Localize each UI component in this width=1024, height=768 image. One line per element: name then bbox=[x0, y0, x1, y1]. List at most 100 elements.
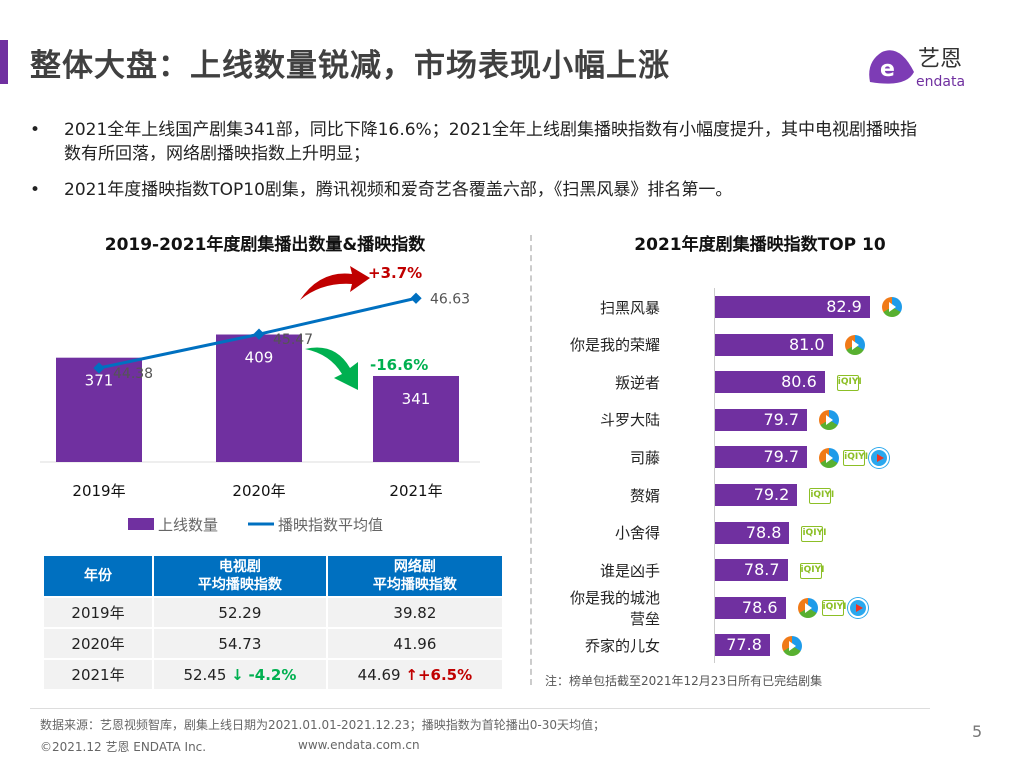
bar: 79.7 bbox=[715, 446, 808, 469]
svg-text:endata: endata bbox=[916, 74, 965, 90]
bar: 77.8 bbox=[715, 634, 770, 657]
iqiyi-icon: iQIYI bbox=[821, 600, 847, 617]
bullet-dot: • bbox=[30, 180, 41, 200]
bar-label: 371 bbox=[85, 372, 114, 390]
table-row: 2019年 52.29 39.82 bbox=[42, 596, 505, 629]
line-label: 46.63 bbox=[430, 291, 470, 307]
bar: 81.0 bbox=[715, 333, 833, 356]
svg-text:e: e bbox=[880, 57, 895, 82]
tencent-video-icon bbox=[781, 635, 802, 656]
bar bbox=[373, 375, 459, 462]
table-row: 2021年 52.45 ↓ -4.2% 44.69 ↑+6.5% bbox=[42, 658, 505, 691]
bar-category-label: 叛逆者 bbox=[614, 373, 660, 392]
bar: 78.8 bbox=[715, 521, 790, 544]
x-tick-label: 2021年 bbox=[389, 482, 442, 500]
copyright: ©2021.12 艺恩 ENDATA Inc. bbox=[40, 740, 207, 754]
tv-change: -4.2% bbox=[248, 665, 297, 684]
cell: 52.29 bbox=[152, 596, 328, 629]
table-header-year: 年份 bbox=[42, 554, 154, 598]
bar-row: 你是我的城池营垒 78.6 iQIYI bbox=[560, 589, 1000, 628]
up-arrow-icon: ↑ bbox=[405, 665, 418, 684]
bar-category-label: 赘婿 bbox=[629, 486, 660, 505]
cell-value: 52.45 bbox=[183, 665, 227, 684]
table-header-web: 网络剧 平均播映指数 bbox=[325, 554, 505, 598]
platform-icons: iQIYI bbox=[797, 598, 872, 619]
cell: 54.73 bbox=[152, 627, 328, 660]
x-tick-label: 2020年 bbox=[232, 482, 285, 500]
bar-category-label: 乔家的儿女 bbox=[584, 636, 660, 655]
table-header-tv: 电视剧 平均播映指数 bbox=[152, 554, 328, 598]
platform-icons: iQIYI bbox=[801, 523, 827, 542]
tencent-video-icon bbox=[881, 297, 902, 318]
cell: 44.69 ↑+6.5% bbox=[325, 658, 505, 691]
platform-icons bbox=[781, 635, 806, 656]
platform-icons bbox=[844, 334, 869, 355]
legend-line-label: 播映指数平均值 bbox=[278, 516, 383, 534]
platform-icons: iQIYI bbox=[819, 447, 893, 468]
line-label: 44.38 bbox=[113, 366, 153, 382]
tencent-video-icon bbox=[819, 410, 840, 431]
table-row: 2020年 54.73 41.96 bbox=[42, 627, 505, 660]
platform-icons bbox=[819, 410, 843, 431]
bar-category-label: 小舍得 bbox=[614, 524, 660, 543]
iqiyi-icon: iQIYI bbox=[843, 449, 868, 466]
chart-note: 注：榜单包括截至2021年12月23日所有已完结剧集 bbox=[545, 674, 823, 688]
bar-row: 小舍得 78.8 iQIYI bbox=[560, 521, 1000, 544]
line-label: 45.47 bbox=[273, 332, 313, 348]
bullet-text: 2021年度播映指数TOP10剧集，腾讯视频和爱奇艺各覆盖六部，《扫黑风暴》排名… bbox=[64, 180, 733, 200]
bar-row: 你是我的荣耀 81.0 bbox=[560, 333, 1000, 356]
down-curve-arrow-icon bbox=[305, 347, 358, 390]
page-title: 整体大盘：上线数量锐减，市场表现小幅上涨 bbox=[30, 48, 670, 84]
index-table: 年份 电视剧 平均播映指数 网络剧 平均播映指数 2019年 52.29 39.82… bbox=[42, 554, 505, 691]
bar-category-label: 扫黑风暴 bbox=[599, 298, 660, 317]
footer-divider bbox=[30, 708, 930, 709]
platform-icons: iQIYI bbox=[836, 373, 863, 392]
bar-category-label: 斗罗大陆 bbox=[599, 411, 660, 430]
bar-label: 409 bbox=[245, 349, 274, 367]
data-source: 数据来源：艺恩视频智库，剧集上线日期为2021.01.01-2021.12.23… bbox=[40, 718, 605, 732]
bar-category-label: 司藤 bbox=[629, 448, 660, 467]
tencent-video-icon bbox=[819, 447, 840, 468]
website: www.endata.com.cn bbox=[298, 738, 420, 752]
right-chart-axis bbox=[714, 288, 715, 663]
bar-row: 斗罗大陆 79.7 bbox=[560, 408, 1000, 431]
bar-row: 乔家的儿女 77.8 bbox=[560, 634, 1000, 657]
cell: 39.82 bbox=[325, 596, 505, 629]
bar-row: 赘婿 79.2 iQIYI bbox=[560, 484, 1000, 506]
cell: 2019年 bbox=[42, 596, 154, 629]
annotation-up: +3.7% bbox=[368, 264, 422, 282]
iqiyi-icon: iQIYI bbox=[801, 525, 826, 542]
bar: 82.9 bbox=[715, 296, 870, 318]
line-marker bbox=[410, 292, 422, 304]
bullet-text: 2021全年上线国产剧集341部，同比下降16.6%；2021全年上线剧集播映指… bbox=[64, 120, 917, 164]
youku-icon bbox=[869, 447, 890, 468]
bar-category-label: 你是我的荣耀 bbox=[569, 336, 660, 355]
tencent-video-icon bbox=[844, 334, 865, 355]
svg-text:艺恩: 艺恩 bbox=[918, 47, 962, 72]
bar-row: 司藤 79.7 iQIYI bbox=[560, 446, 1000, 469]
bar: 78.6 bbox=[715, 596, 786, 619]
bar: 78.7 bbox=[715, 559, 788, 582]
bullet-2: • 2021年度播映指数TOP10剧集，腾讯视频和爱奇艺各覆盖六部，《扫黑风暴》… bbox=[30, 178, 930, 202]
iqiyi-icon: iQIYI bbox=[799, 563, 824, 580]
divider bbox=[530, 235, 532, 685]
bar-category-label: 谁是凶手 bbox=[599, 561, 660, 580]
bar-row: 叛逆者 80.6 iQIYI bbox=[560, 371, 1000, 394]
bar-row: 谁是凶手 78.7 iQIYI bbox=[560, 559, 1000, 582]
x-tick-label: 2019年 bbox=[72, 482, 125, 500]
up-curve-arrow-icon bbox=[300, 266, 370, 300]
platform-icons bbox=[881, 297, 906, 318]
bar: 79.7 bbox=[715, 408, 808, 431]
bullet-dot: • bbox=[30, 120, 41, 140]
tencent-video-icon bbox=[797, 598, 818, 619]
web-change: +6.5% bbox=[417, 665, 473, 684]
youku-icon bbox=[847, 598, 868, 619]
bar: 79.2 bbox=[715, 484, 798, 506]
bullet-1: • 2021全年上线国产剧集341部，同比下降16.6%；2021全年上线剧集播… bbox=[30, 118, 930, 166]
bar bbox=[216, 334, 302, 462]
cell: 2020年 bbox=[42, 627, 154, 660]
cell: 52.45 ↓ -4.2% bbox=[152, 658, 328, 691]
down-arrow-icon: ↓ bbox=[231, 665, 244, 684]
annotation-down: -16.6% bbox=[370, 356, 428, 374]
cell-value: 44.69 bbox=[357, 665, 401, 684]
